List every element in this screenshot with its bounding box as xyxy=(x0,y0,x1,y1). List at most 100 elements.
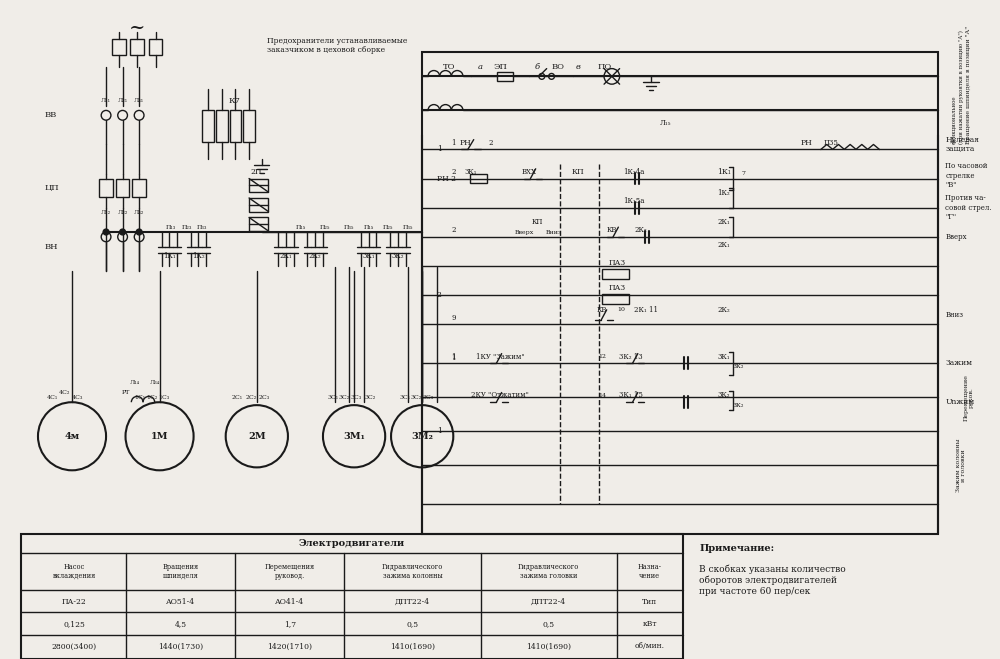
Text: РТ: РТ xyxy=(121,390,130,395)
Text: ПАЗ: ПАЗ xyxy=(608,259,625,267)
Text: Против ча-
совой стрел.
"Г": Против ча- совой стрел. "Г" xyxy=(945,194,992,221)
Text: 3С₃: 3С₃ xyxy=(350,395,362,400)
Text: 2: 2 xyxy=(451,226,456,234)
Text: 10: 10 xyxy=(618,307,626,312)
Bar xyxy=(149,40,162,55)
Text: П₃₃: П₃₃ xyxy=(197,225,208,229)
Text: Вверх: Вверх xyxy=(515,229,534,235)
Text: Л₂₂: Л₂₂ xyxy=(117,210,128,215)
Text: 7: 7 xyxy=(741,171,745,176)
Bar xyxy=(21,534,683,659)
Text: 4С₁: 4С₁ xyxy=(47,395,58,400)
Text: РН: РН xyxy=(800,138,812,146)
Text: 2С₂: 2С₂ xyxy=(245,395,257,400)
Text: Нулевая
защита: Нулевая защита xyxy=(945,136,979,153)
Text: Л₁₅: Л₁₅ xyxy=(660,119,671,127)
Text: 3С₂: 3С₂ xyxy=(411,395,422,400)
Text: 4С₂: 4С₂ xyxy=(59,390,70,395)
Text: Зажим колонны
и головки: Зажим колонны и головки xyxy=(956,439,966,492)
Text: 2КУ "Отжатим": 2КУ "Отжатим" xyxy=(471,391,529,399)
Text: Л₃₁: Л₃₁ xyxy=(134,98,144,103)
Text: ЦП: ЦП xyxy=(45,185,59,192)
Bar xyxy=(249,179,268,192)
Text: 2П: 2П xyxy=(250,167,262,176)
Text: Примечание:: Примечание: xyxy=(699,544,775,553)
Text: ЭП: ЭП xyxy=(493,63,507,71)
Text: б: б xyxy=(534,63,540,71)
Text: К7: К7 xyxy=(229,97,240,105)
Text: 1410(1690): 1410(1690) xyxy=(526,643,571,650)
Text: 1: 1 xyxy=(451,353,456,360)
Bar xyxy=(243,111,255,142)
Text: 1К₁: 1К₁ xyxy=(717,167,731,176)
Text: ПА-22: ПА-22 xyxy=(62,598,86,606)
Bar xyxy=(112,40,126,55)
Bar xyxy=(132,179,146,197)
Text: ВВ: ВВ xyxy=(45,111,57,119)
Text: П₂₅: П₂₅ xyxy=(383,225,393,229)
Circle shape xyxy=(120,229,126,235)
Bar xyxy=(602,269,629,279)
Text: 1440(1730): 1440(1730) xyxy=(158,643,204,650)
Text: ПО: ПО xyxy=(598,63,612,71)
Text: Электродвигатели: Электродвигатели xyxy=(299,539,405,548)
Text: 3К₂: 3К₂ xyxy=(392,252,404,260)
Text: Перемещения
руковод.: Перемещения руковод. xyxy=(265,563,315,580)
Text: ЗК₁: ЗК₁ xyxy=(465,167,477,176)
Text: 3С₂: 3С₂ xyxy=(364,395,375,400)
Bar xyxy=(470,174,487,183)
Text: П₃₅: П₃₅ xyxy=(344,225,354,229)
Text: П₂₅: П₂₅ xyxy=(320,225,330,229)
Text: 2К₁: 2К₁ xyxy=(717,241,730,248)
Text: Зажим: Зажим xyxy=(945,359,972,367)
Text: 2М: 2М xyxy=(248,432,266,441)
Text: 3К₁: 3К₁ xyxy=(717,353,730,360)
Text: Вниз: Вниз xyxy=(545,229,562,235)
Text: 2К₂: 2К₂ xyxy=(717,306,730,314)
Text: Л₁₁: Л₁₁ xyxy=(101,98,111,103)
Text: 4м: 4м xyxy=(64,432,80,441)
Text: ТО: ТО xyxy=(443,63,456,71)
Text: 3К₂: 3К₂ xyxy=(717,391,730,399)
Bar xyxy=(116,179,129,197)
Text: 1420(1710): 1420(1710) xyxy=(267,643,312,650)
Text: 12: 12 xyxy=(598,354,606,359)
Text: ВХХ: ВХХ xyxy=(522,167,537,176)
Text: ДПТ22-4: ДПТ22-4 xyxy=(395,598,430,606)
Text: 2К₁: 2К₁ xyxy=(280,252,292,260)
Text: 1: 1 xyxy=(451,355,456,362)
Text: 2С₁: 2С₁ xyxy=(232,395,243,400)
Text: Л₁₂: Л₁₂ xyxy=(101,210,111,215)
Text: Перемещение
руков.: Перемещение руков. xyxy=(963,374,974,421)
Text: 1: 1 xyxy=(437,146,442,154)
Text: 9: 9 xyxy=(451,314,456,322)
Text: П₁₅: П₁₅ xyxy=(295,225,306,229)
Text: По часовой
стрелке
"В": По часовой стрелке "В" xyxy=(945,162,988,188)
Text: 2: 2 xyxy=(488,138,493,146)
Bar xyxy=(230,111,241,142)
Text: 3М₁: 3М₁ xyxy=(343,432,365,441)
Text: 1: 1 xyxy=(437,428,442,436)
Text: (при нажатии рукоятки в позицию "А"): (при нажатии рукоятки в позицию "А") xyxy=(958,30,964,144)
Text: 1,7: 1,7 xyxy=(284,620,296,628)
Circle shape xyxy=(103,229,109,235)
Text: ВН: ВН xyxy=(45,243,58,250)
Bar xyxy=(497,72,513,81)
Text: П35: П35 xyxy=(823,138,838,146)
Text: П₂₃: П₂₃ xyxy=(182,225,192,229)
Bar xyxy=(249,198,268,212)
Bar xyxy=(249,217,268,231)
Text: РН 2: РН 2 xyxy=(437,175,456,183)
Text: 1К₂: 1К₂ xyxy=(192,252,205,260)
Text: Тип: Тип xyxy=(642,598,657,606)
Bar xyxy=(202,111,214,142)
Text: Гидравлического
зажима колонны: Гидравлического зажима колонны xyxy=(382,563,443,580)
Text: Вращение шпинделя в позиции "А": Вращение шпинделя в позиции "А" xyxy=(966,26,971,144)
Text: в: в xyxy=(575,63,580,71)
Text: 4,5: 4,5 xyxy=(175,620,187,628)
Text: 0,5: 0,5 xyxy=(543,620,555,628)
Text: 3С₁: 3С₁ xyxy=(327,395,338,400)
Bar xyxy=(422,52,938,534)
Text: 3С₁: 3С₁ xyxy=(399,395,410,400)
Text: 1К₂4а: 1К₂4а xyxy=(624,167,645,176)
